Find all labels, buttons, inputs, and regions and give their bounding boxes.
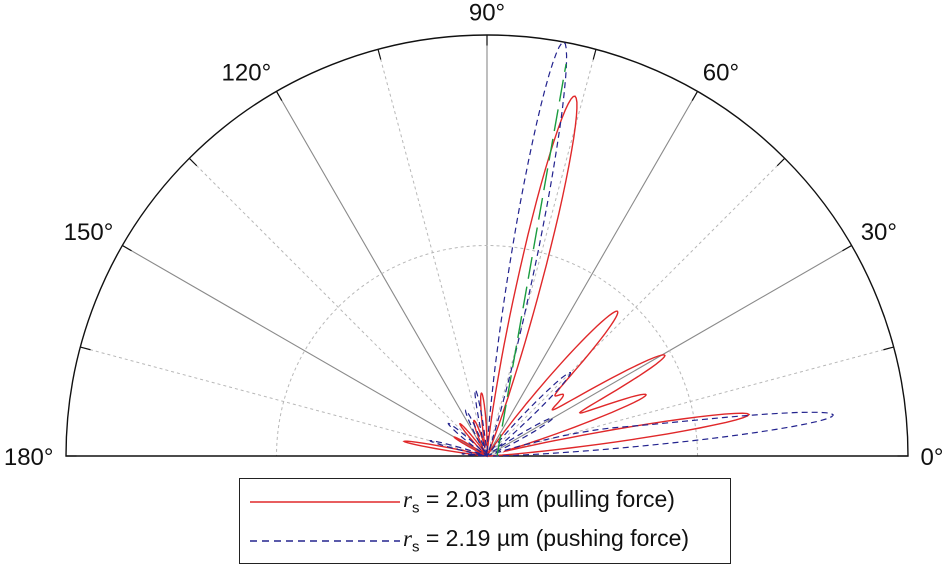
series-reference-line — [496, 63, 567, 457]
spoke-major — [486, 91, 698, 457]
angle-tick — [377, 49, 382, 60]
spoke-minor — [486, 49, 597, 457]
angle-tick — [592, 49, 597, 60]
angle-label: 120° — [222, 59, 272, 86]
legend-label-pushing: rs = 2.19 µm (pushing force) — [403, 525, 689, 556]
spoke-minor — [80, 346, 488, 457]
angle-label: 90° — [469, 0, 505, 27]
angle-tick — [188, 157, 198, 167]
angle-tick — [691, 91, 699, 101]
legend-entry-pulling: rs = 2.03 µm (pulling force) — [240, 484, 730, 520]
legend-label-pulling: rs = 2.03 µm (pulling force) — [403, 486, 675, 517]
angle-tick — [883, 346, 894, 351]
legend-swatch-solid — [250, 501, 400, 503]
angle-tick — [842, 244, 852, 252]
spoke-major — [122, 245, 488, 457]
radial-grid-arc — [276, 245, 698, 457]
angle-label: 180° — [4, 444, 54, 471]
legend-swatch-dashed — [250, 540, 400, 542]
angle-label: 150° — [64, 219, 114, 246]
polar-grid — [65, 34, 909, 457]
angle-tick — [80, 346, 91, 351]
legend-entry-pushing: rs = 2.19 µm (pushing force) — [240, 523, 730, 559]
angle-labels: 0° 30° 60° 90° 120° 150° 180° — [4, 0, 944, 471]
spoke-minor — [188, 157, 488, 457]
polar-series — [402, 41, 835, 458]
polar-plot: 0° 30° 60° 90° 120° 150° 180° — [4, 0, 944, 471]
angle-label: 30° — [861, 219, 897, 246]
polar-boundary — [65, 34, 909, 457]
legend-symbol: r — [403, 526, 412, 551]
angle-tick — [776, 157, 786, 167]
legend-text: = 2.03 µm (pulling force) — [425, 486, 675, 512]
legend-subscript: s — [411, 499, 420, 517]
angle-label: 0° — [921, 444, 944, 471]
series-pushing — [429, 41, 835, 458]
angle-tick — [122, 244, 132, 252]
spoke-minor — [486, 157, 786, 457]
legend-symbol: r — [403, 487, 412, 512]
angle-tick — [275, 91, 283, 101]
legend-subscript: s — [411, 538, 420, 556]
legend: rs = 2.03 µm (pulling force) rs = 2.19 µ… — [239, 478, 731, 564]
angle-label: 60° — [703, 59, 739, 86]
legend-text: = 2.19 µm (pushing force) — [425, 525, 690, 551]
